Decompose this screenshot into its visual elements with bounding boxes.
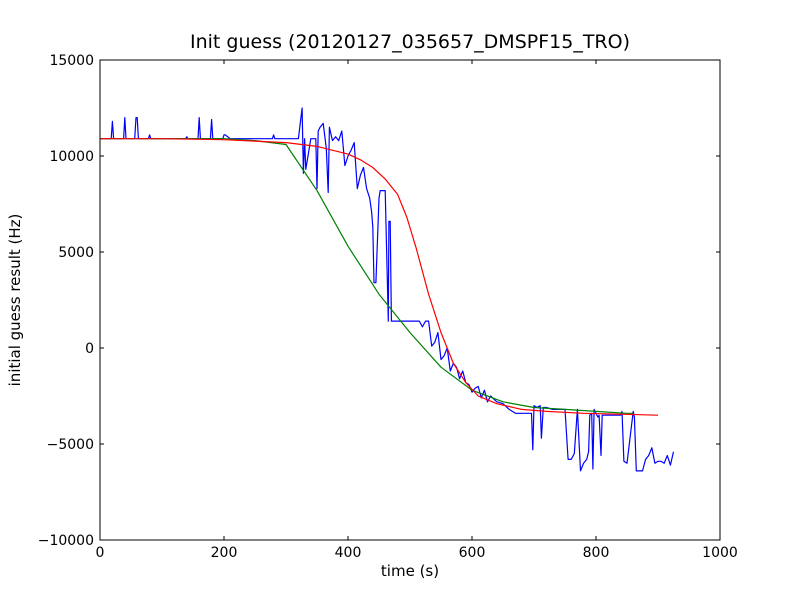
series-line-1	[100, 107, 675, 472]
series-line-2	[100, 138, 634, 414]
x-tick-label: 400	[335, 545, 362, 561]
x-tick-label: 200	[211, 545, 238, 561]
x-tick-label: 0	[96, 545, 105, 561]
y-tick-label: 15000	[49, 53, 94, 69]
y-tick-label: −5000	[47, 437, 94, 453]
axes-frame	[99, 59, 721, 541]
plot-area	[100, 107, 675, 472]
x-tick-label: 800	[583, 545, 610, 561]
x-tick-label: 600	[459, 545, 486, 561]
x-axis-label: time (s)	[381, 562, 439, 580]
y-tick-label: −10000	[38, 533, 94, 549]
y-tick-label: 0	[85, 341, 94, 357]
y-tick-label: 5000	[58, 245, 94, 261]
y-axis-label: initial guess result (Hz)	[6, 214, 24, 387]
chart-title: Init guess (20120127_035657_DMSPF15_TRO)	[190, 31, 630, 53]
y-tick-label: 10000	[49, 149, 94, 165]
axis-ticks: 0 200 400 600 800 1000 −10000 −5000 0 5000 10000 15…	[38, 53, 738, 561]
x-tick-label: 1000	[702, 545, 738, 561]
series-line-3	[100, 138, 659, 416]
